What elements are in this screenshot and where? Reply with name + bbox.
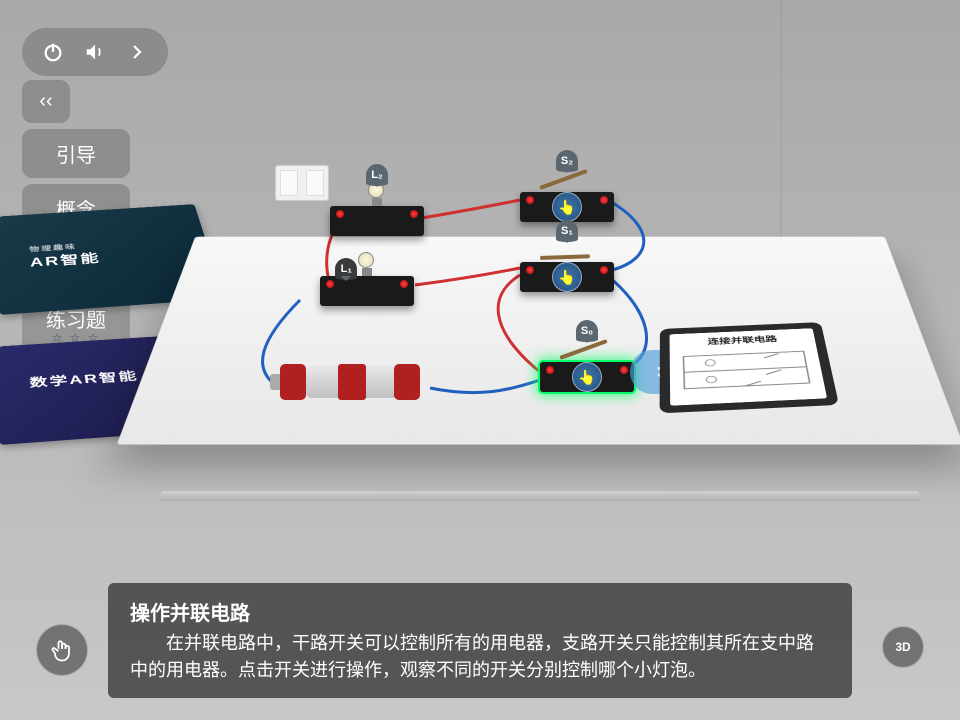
component-l2[interactable]: L₂ (330, 206, 424, 236)
gesture-button[interactable] (36, 624, 88, 676)
label-s0: S₀ (576, 320, 598, 342)
touch-indicator-icon (572, 362, 602, 392)
reference-clipboard: 连接并联电路 (660, 322, 839, 413)
touch-indicator-icon (552, 262, 582, 292)
component-l1[interactable]: L₁ (320, 276, 414, 306)
instruction-title: 操作并联电路 (130, 597, 830, 626)
3d-toggle-button[interactable]: 3D (882, 626, 924, 668)
instruction-panel: 操作并联电路 在并联电路中，干路开关可以控制所有的用电器，支路开关只能控制其所在… (108, 583, 852, 698)
component-s0[interactable]: S₀ (540, 362, 634, 392)
component-s1[interactable]: S₁ (520, 262, 614, 292)
component-battery (280, 360, 420, 404)
label-s2: S₂ (556, 150, 578, 172)
label-l1: L₁ (335, 258, 357, 280)
clipboard-diagram (676, 345, 820, 397)
label-l2: L₂ (366, 164, 388, 186)
label-s1: S₁ (556, 220, 578, 242)
instruction-body: 在并联电路中，干路开关可以控制所有的用电器，支路开关只能控制其所在支中路中的用电… (130, 630, 830, 684)
